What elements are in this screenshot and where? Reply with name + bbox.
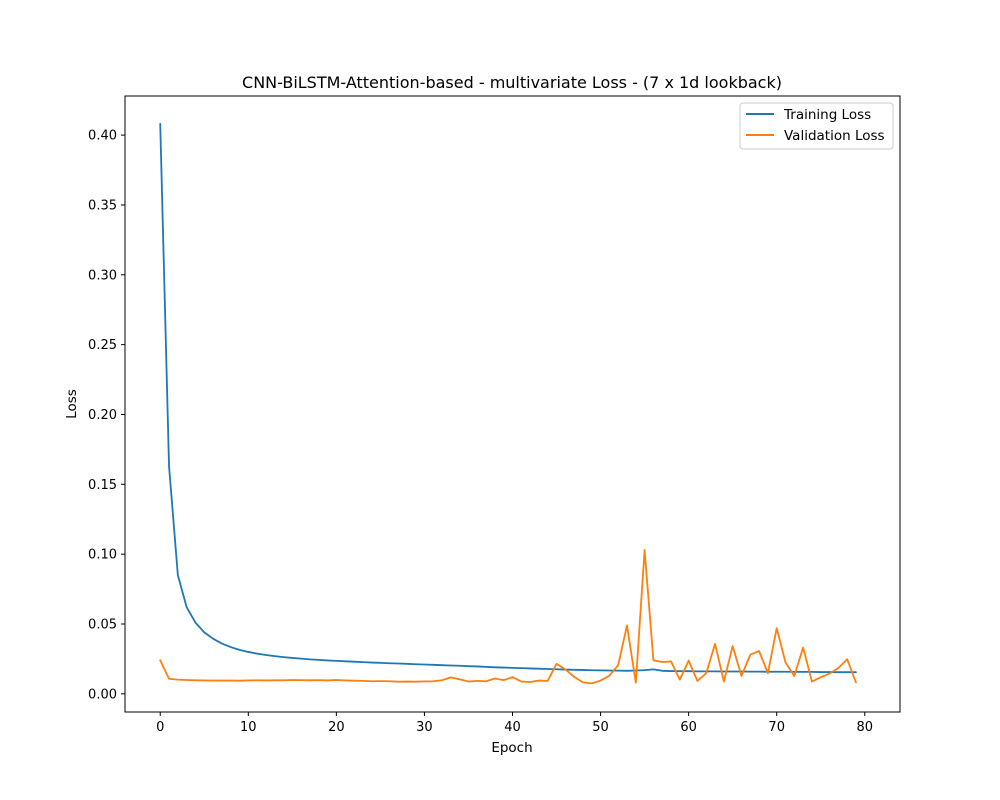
x-tick-label: 20 xyxy=(328,720,345,735)
y-tick-label: 0.30 xyxy=(88,268,117,283)
x-tick-label: 80 xyxy=(856,720,873,735)
y-tick-label: 0.20 xyxy=(88,408,117,423)
x-tick-label: 50 xyxy=(592,720,609,735)
chart-title: CNN-BiLSTM-Attention-based - multivariat… xyxy=(242,73,782,92)
y-tick-label: 0.15 xyxy=(88,478,117,493)
x-axis: 0 10 20 30 40 50 60 70 80 xyxy=(156,712,873,735)
series-line-validation-loss xyxy=(159,549,857,685)
y-tick-label: 0.05 xyxy=(88,618,117,633)
x-tick-label: 40 xyxy=(504,720,521,735)
x-tick-label: 30 xyxy=(416,720,433,735)
y-tick-label: 0.40 xyxy=(88,129,117,144)
x-axis-label: Epoch xyxy=(491,740,532,756)
x-tick-label: 0 xyxy=(156,720,164,735)
plot-area xyxy=(125,96,900,712)
y-tick-label: 0.35 xyxy=(88,198,117,213)
y-axis: 0.00 0.05 0.10 0.15 0.20 0.25 0.30 0.35 0.40 xyxy=(88,129,125,702)
legend: Training Loss Validation Loss xyxy=(739,102,894,150)
x-tick-label: 10 xyxy=(240,720,257,735)
x-tick-label: 60 xyxy=(680,720,697,735)
y-tick-label: 0.00 xyxy=(88,687,117,702)
y-axis-label: Loss xyxy=(64,389,80,419)
legend-label-validation-loss: Validation Loss xyxy=(784,128,885,144)
legend-label-training-loss: Training Loss xyxy=(783,107,871,123)
x-tick-label: 70 xyxy=(768,720,785,735)
y-tick-label: 0.25 xyxy=(88,338,117,353)
y-tick-label: 0.10 xyxy=(88,548,117,563)
legend-box xyxy=(739,102,894,150)
series-layer xyxy=(159,123,857,685)
